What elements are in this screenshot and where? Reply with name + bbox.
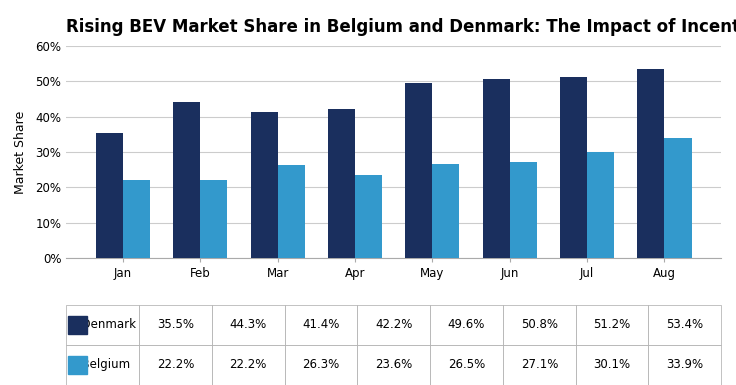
Bar (483, 79, 510, 258)
Bar (96, 133, 123, 258)
Bar (328, 109, 355, 258)
Bar (637, 69, 665, 258)
Bar (277, 165, 305, 258)
Bar (406, 83, 433, 258)
Bar (433, 164, 459, 258)
Y-axis label: Market Share: Market Share (14, 110, 27, 194)
Bar (123, 179, 150, 258)
Bar (200, 179, 227, 258)
Text: Rising BEV Market Share in Belgium and Denmark: The Impact of Incentives: Rising BEV Market Share in Belgium and D… (66, 18, 736, 36)
Bar (587, 152, 614, 258)
Bar (174, 102, 200, 258)
Bar (665, 138, 692, 258)
Bar (560, 77, 587, 258)
Bar (355, 175, 382, 258)
Bar (510, 162, 537, 258)
Bar (251, 112, 277, 258)
